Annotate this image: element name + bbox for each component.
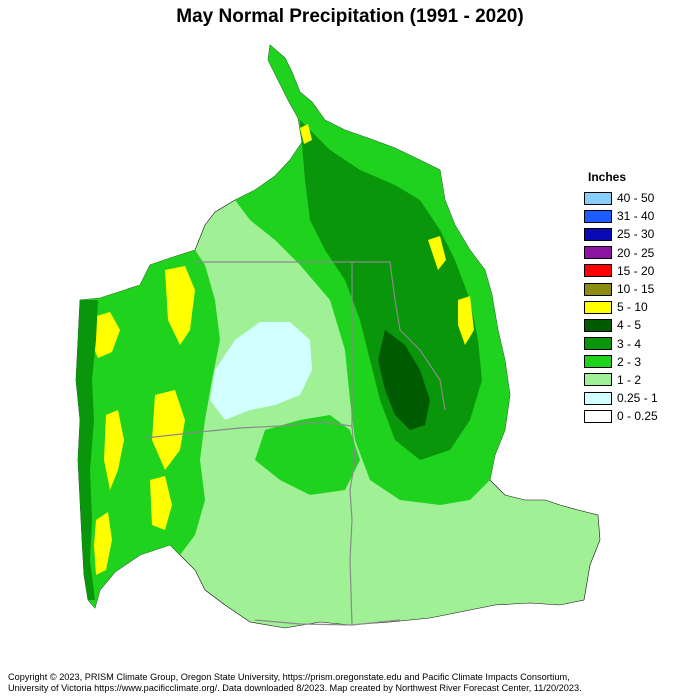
cascade-north-5-10 (165, 266, 195, 345)
legend-item: 25 - 30 (584, 225, 694, 243)
legend-item: 3 - 4 (584, 335, 694, 353)
footer-credit: Copyright © 2023, PRISM Climate Group, O… (8, 672, 698, 694)
cascade-mid-5-10 (152, 390, 185, 470)
legend-swatch (584, 409, 612, 423)
legend-swatch (584, 246, 612, 260)
legend-label: 0.25 - 1 (617, 391, 658, 406)
legend-label: 31 - 40 (617, 209, 655, 224)
legend-swatch (584, 227, 612, 241)
legend-label: 25 - 30 (617, 227, 655, 242)
legend-swatch (584, 318, 612, 332)
legend-item: 0 - 0.25 (584, 407, 694, 425)
legend-label: 15 - 20 (617, 263, 655, 278)
legend-swatch (584, 373, 612, 387)
legend-label: 0 - 0.25 (617, 409, 658, 424)
legend-item: 0.25 - 1 (584, 389, 694, 407)
legend-label: 2 - 3 (617, 354, 642, 369)
legend-label: 40 - 50 (617, 191, 655, 206)
idaho-region-4-5 (378, 330, 430, 430)
legend-item: 5 - 10 (584, 298, 694, 316)
legend-swatch (584, 282, 612, 296)
footer-line-2: University of Victoria https://www.pacif… (8, 683, 582, 693)
legend-swatch (584, 391, 612, 405)
coast-south-5-10 (94, 512, 112, 575)
legend-swatch (584, 300, 612, 314)
legend-swatch (584, 264, 612, 278)
legend-rows: 40 - 50 31 - 40 25 - 30 20 - 25 15 - 20 10 - … (584, 189, 694, 425)
legend-label: 10 - 15 (617, 282, 655, 297)
legend-item: 1 - 2 (584, 371, 694, 389)
legend-item: 31 - 40 (584, 207, 694, 225)
legend-label: 4 - 5 (617, 318, 642, 333)
legend-label: 20 - 25 (617, 245, 655, 260)
state-boundary-south (254, 619, 401, 626)
legend-swatch (584, 337, 612, 351)
legend-item: 20 - 25 (584, 244, 694, 262)
legend-label: 3 - 4 (617, 336, 642, 351)
montana-peaks-5-10 (300, 124, 312, 144)
legend-item: 40 - 50 (584, 189, 694, 207)
olympic-region-5-10 (90, 312, 120, 358)
map-title: May Normal Precipitation (1991 - 2020) (176, 6, 524, 27)
cascade-south-5-10 (150, 476, 172, 530)
legend-label: 1 - 2 (617, 372, 642, 387)
legend-title: Inches (588, 170, 627, 184)
legend-swatch (584, 191, 612, 205)
state-boundary-id-mt (352, 261, 446, 411)
legend-item: 10 - 15 (584, 280, 694, 298)
footer-line-1: Copyright © 2023, PRISM Climate Group, O… (8, 672, 570, 682)
legend: Inches 40 - 50 31 - 40 25 - 30 20 - 25 15 - … (584, 170, 694, 425)
state-boundary-or-id (349, 425, 356, 626)
legend-label: 5 - 10 (617, 300, 648, 315)
blue-mountains-2-3 (255, 415, 360, 495)
legend-item: 15 - 20 (584, 262, 694, 280)
idaho-peaks-5-10 (428, 236, 446, 270)
legend-item: 2 - 3 (584, 353, 694, 371)
columbia-basin-025-1 (210, 322, 312, 420)
idaho-peaks-2-5-10 (458, 296, 474, 345)
state-boundary-wa-or (144, 421, 353, 439)
coast-strip-3-4 (76, 300, 98, 600)
legend-item: 4 - 5 (584, 316, 694, 334)
legend-swatch (584, 209, 612, 223)
legend-swatch (584, 355, 612, 369)
coast-range-5-10 (104, 410, 124, 490)
